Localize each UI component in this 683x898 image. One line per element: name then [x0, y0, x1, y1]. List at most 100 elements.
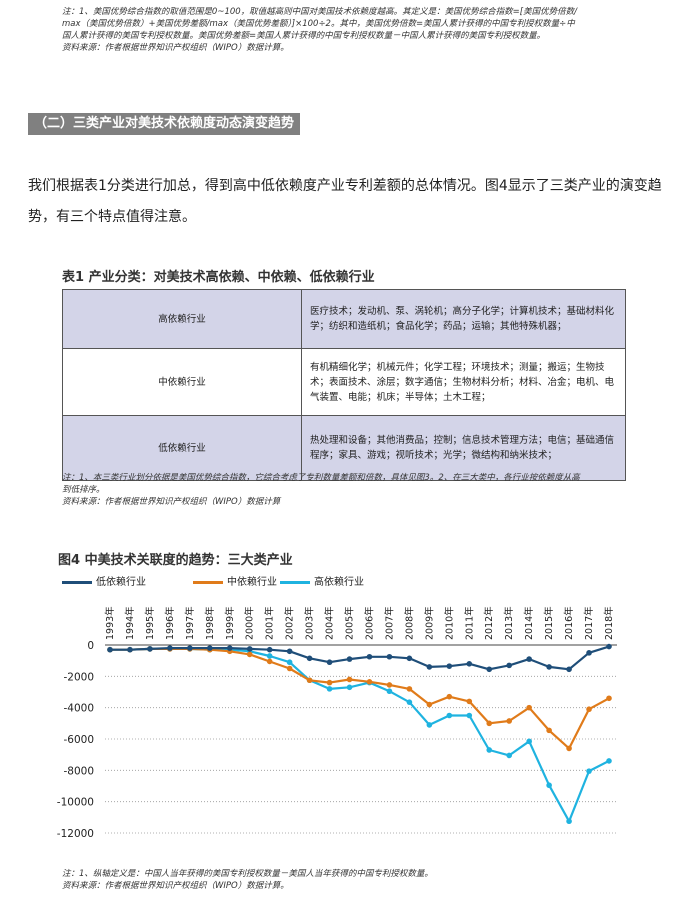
- data-point: [406, 686, 413, 692]
- legend-item-medium: 中依赖行业: [193, 573, 277, 588]
- x-tick-label: 2006年: [363, 606, 375, 640]
- y-tick-label: -12000: [57, 828, 94, 840]
- data-point: [506, 662, 512, 669]
- figure-note-source: 资料来源：作者根据世界知识产权组织（WIPO）数据计算。: [62, 881, 289, 891]
- table-note-source: 资料来源：作者根据世界知识产权组织（WIPO）数据计算: [62, 497, 281, 507]
- data-point: [506, 718, 512, 724]
- series-line: [110, 647, 610, 823]
- legend-label: 高依赖行业: [314, 577, 364, 588]
- data-point: [326, 679, 333, 686]
- data-point: [187, 645, 193, 651]
- x-tick-label: 2007年: [383, 606, 395, 640]
- data-point: [526, 738, 532, 745]
- formula-note-line: 国人累计获得的美国专利授权数量。美国优势差额=美国人累计获得的中国专利授权数量－…: [62, 31, 546, 41]
- x-tick-label: 1996年: [164, 606, 176, 640]
- figure-note: 注：1、纵轴定义是：中国人当年获得的美国专利授权数量－美国人当年获得的中国专利授…: [62, 868, 622, 892]
- data-point: [326, 659, 333, 666]
- legend-item-low: 低依赖行业: [62, 573, 146, 588]
- data-point: [506, 752, 512, 759]
- data-point: [306, 677, 313, 684]
- table-title: 表1 产业分类：对美技术高依赖、中依赖、低依赖行业: [62, 270, 375, 285]
- data-point: [546, 782, 552, 789]
- x-tick-label: 2015年: [543, 606, 555, 640]
- data-point: [406, 655, 413, 662]
- x-tick-label: 2014年: [523, 606, 535, 640]
- data-point: [147, 646, 153, 652]
- data-point: [346, 684, 353, 691]
- data-point: [486, 666, 493, 673]
- legend-swatch: [62, 580, 92, 584]
- data-point: [346, 656, 353, 662]
- x-tick-label: 2010年: [443, 606, 455, 640]
- intro-paragraph: 我们根据表1分类进行加总，得到高中低依赖度产业专利差额的总体情况。图4显示了三类…: [28, 178, 662, 225]
- y-tick-label: 0: [87, 640, 94, 652]
- trend-line-chart: 0 -2000 -4000 -6000 -8000 -10000 -12000 1993年 19…: [57, 606, 617, 840]
- x-tick-label: 2001年: [264, 606, 276, 640]
- x-tick-label: 2008年: [403, 606, 415, 640]
- x-tick-label: 1997年: [184, 606, 196, 640]
- x-tick-label: 2002年: [284, 606, 296, 640]
- legend-swatch: [193, 580, 223, 584]
- series-line: [110, 645, 610, 671]
- table-cell-industries: 有机精细化学；机械元件；化学工程；环境技术；测量；搬运；生物技术；表面技术、涂层…: [301, 348, 626, 416]
- data-point: [266, 658, 273, 665]
- figure-note-line: 注：1、纵轴定义是：中国人当年获得的美国专利授权数量－美国人当年获得的中国专利授…: [62, 869, 433, 879]
- x-tick-label: 2016年: [563, 606, 575, 640]
- table-row-low: 低依赖行业 热处理和设备；其他消费品；控制；信息技术管理方法；电信；基础通信程序…: [62, 415, 626, 481]
- legend-item-high: 高依赖行业: [280, 573, 364, 588]
- data-point: [526, 656, 532, 662]
- x-tick-label: 2003年: [304, 606, 316, 640]
- table-row-high: 高依赖行业 医疗技术；发动机、泵、涡轮机；高分子化学；计算机技术；基础材料化学；…: [62, 289, 626, 349]
- data-point: [266, 653, 273, 659]
- y-tick-label: -4000: [63, 703, 94, 715]
- x-tick-label: 2018年: [603, 606, 615, 640]
- data-point: [606, 758, 612, 764]
- data-point: [566, 666, 572, 673]
- data-point: [286, 659, 293, 666]
- y-tick-label: -6000: [63, 734, 94, 746]
- data-point: [366, 679, 373, 685]
- table-cell-category: 高依赖行业: [62, 289, 302, 349]
- data-point: [446, 663, 453, 669]
- data-point: [366, 653, 373, 660]
- data-point: [246, 651, 253, 658]
- formula-note: 注：1、美国优势综合指数的取值范围是0~100，取值越高则中国对美国技术依赖度越…: [62, 6, 662, 54]
- y-tick-label: -10000: [57, 797, 94, 809]
- data-point: [486, 747, 493, 753]
- data-point: [446, 693, 453, 700]
- data-point: [486, 720, 493, 727]
- data-point: [586, 706, 592, 713]
- x-tick-label: 2017年: [583, 606, 595, 640]
- section-heading: （二）三类产业对美技术依赖度动态演变趋势: [28, 113, 301, 135]
- data-point: [207, 645, 213, 651]
- legend-label: 中依赖行业: [227, 577, 277, 588]
- x-tick-label: 1993年: [104, 606, 116, 640]
- table-cell-industries: 热处理和设备；其他消费品；控制；信息技术管理方法；电信；基础通信程序；家具、游戏…: [301, 415, 626, 481]
- legend-label: 低依赖行业: [96, 577, 146, 588]
- y-tick-label: -2000: [63, 671, 94, 683]
- data-point: [266, 646, 273, 653]
- x-tick-label: 2009年: [423, 606, 435, 640]
- table-cell-category: 中依赖行业: [62, 348, 302, 416]
- x-tick-label: 2012年: [483, 606, 495, 640]
- data-point: [446, 712, 453, 719]
- data-point: [426, 664, 433, 670]
- data-point: [606, 695, 612, 702]
- data-point: [167, 645, 173, 651]
- figure-title: 图4 中美技术关联度的趋势：三大类产业: [58, 553, 293, 568]
- table-note-line: 到低排序。: [62, 485, 105, 495]
- x-tick-label: 1994年: [124, 606, 136, 640]
- x-tick-label: 1998年: [204, 606, 216, 640]
- data-point: [406, 699, 413, 705]
- data-point: [286, 648, 293, 655]
- x-tick-label: 2013年: [503, 606, 515, 640]
- data-point: [526, 704, 532, 711]
- data-point: [326, 686, 333, 692]
- data-point: [606, 643, 612, 650]
- y-tick-label: -8000: [63, 765, 94, 777]
- data-point: [426, 701, 433, 708]
- data-point: [386, 688, 393, 695]
- x-tick-label: 2005年: [344, 606, 356, 640]
- data-point: [107, 646, 113, 653]
- data-point: [586, 650, 592, 656]
